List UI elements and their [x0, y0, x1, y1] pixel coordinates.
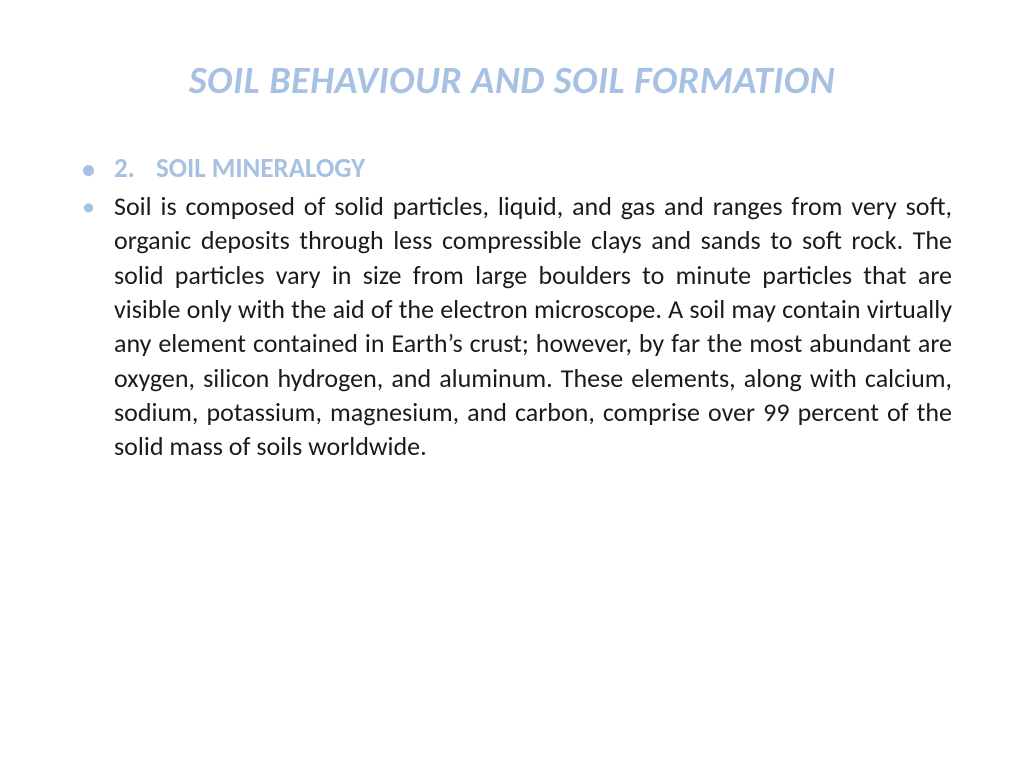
subheading-number: 2.: [114, 152, 156, 185]
body-paragraph: Soil is composed of solid particles, liq…: [114, 189, 952, 464]
slide-title: SOIL BEHAVIOUR AND SOIL FORMATION: [72, 58, 952, 104]
subheading-item: 2.SOIL MINERALOGY: [72, 152, 952, 185]
bullet-list: 2.SOIL MINERALOGY Soil is composed of so…: [72, 152, 952, 464]
body-item: Soil is composed of solid particles, liq…: [72, 189, 952, 464]
subheading-text: SOIL MINERALOGY: [156, 152, 365, 185]
slide: SOIL BEHAVIOUR AND SOIL FORMATION 2.SOIL…: [0, 0, 1024, 768]
